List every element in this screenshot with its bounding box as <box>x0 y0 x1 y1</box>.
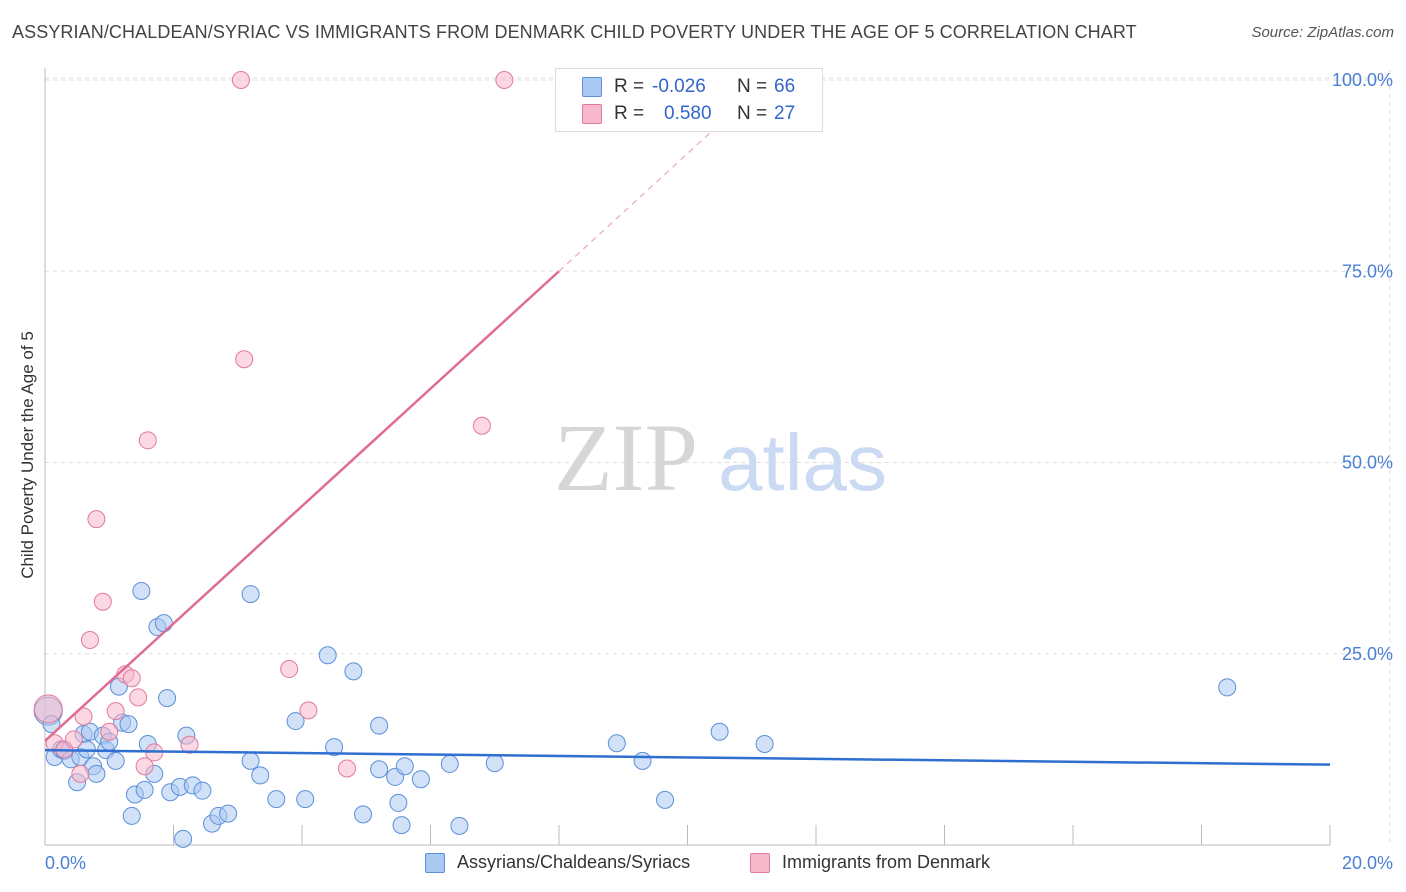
legend-r-label: R = <box>614 103 645 124</box>
point-assyrians <box>106 751 125 770</box>
legend-r-value: 0.580 <box>664 103 712 124</box>
point-assyrians <box>395 757 414 776</box>
y-axis-label: Child Poverty Under the Age of 5 <box>18 331 37 579</box>
legend-n-label: N = <box>737 76 768 97</box>
point-assyrians <box>267 790 286 809</box>
point-assyrians <box>710 722 729 741</box>
y-tick-label: 100.0% <box>1332 70 1393 90</box>
point-denmark <box>93 592 112 611</box>
point-assyrians <box>154 614 173 633</box>
point-assyrians <box>485 754 504 773</box>
point-assyrians <box>411 770 430 789</box>
point-assyrians <box>251 766 270 785</box>
legend-n-label: N = <box>737 103 768 124</box>
point-denmark <box>71 764 90 783</box>
point-denmark <box>138 431 157 450</box>
point-denmark <box>74 707 93 726</box>
point-assyrians <box>219 804 238 823</box>
point-denmark <box>495 71 514 89</box>
tick-labels: 25.0% 50.0% 75.0% 100.0% 0.0% 20.0% <box>45 70 1393 873</box>
correlation-legend: R = -0.026 N = 66 R = 0.580 N = 27 <box>555 68 823 132</box>
point-assyrians <box>344 662 363 681</box>
point-denmark <box>80 630 99 649</box>
point-assyrians <box>656 790 675 809</box>
point-assyrians <box>158 689 177 708</box>
point-denmark <box>235 350 254 369</box>
series-denmark-points <box>33 71 514 783</box>
y-tick-label: 50.0% <box>1342 453 1393 473</box>
chart-title: ASSYRIAN/CHALDEAN/SYRIAC VS IMMIGRANTS F… <box>12 22 1137 42</box>
point-denmark <box>33 694 63 724</box>
point-assyrians <box>1218 678 1237 697</box>
point-assyrians <box>296 790 315 809</box>
point-assyrians <box>440 754 459 773</box>
legend-r-label: R = <box>614 76 645 97</box>
point-assyrians <box>119 715 138 734</box>
point-denmark <box>280 660 299 679</box>
point-denmark <box>64 730 83 749</box>
point-assyrians <box>325 738 344 757</box>
point-assyrians <box>633 751 652 770</box>
point-assyrians <box>392 816 411 835</box>
point-denmark <box>87 510 106 529</box>
point-assyrians <box>87 764 106 783</box>
chart-source: Source: ZipAtlas.com <box>1251 24 1394 41</box>
point-assyrians <box>286 712 305 731</box>
point-denmark <box>299 701 318 720</box>
watermark-atlas: atlas <box>718 418 887 507</box>
series-assyrians-points <box>33 582 1237 848</box>
point-assyrians <box>450 816 469 835</box>
y-tick-label: 75.0% <box>1342 261 1393 281</box>
y-tick-label: 25.0% <box>1342 644 1393 664</box>
point-denmark <box>106 702 125 721</box>
point-assyrians <box>132 582 151 601</box>
point-assyrians <box>318 646 337 665</box>
point-denmark <box>231 71 250 89</box>
legend-swatch-pink <box>582 104 602 124</box>
trend-line-assyrians <box>44 748 1331 766</box>
point-assyrians <box>607 734 626 753</box>
point-assyrians <box>174 829 193 848</box>
point-denmark <box>180 735 199 754</box>
watermark-zip: ZIP <box>554 404 698 511</box>
point-assyrians <box>389 793 408 812</box>
x-tick-label-max: 20.0% <box>1342 853 1393 873</box>
bottom-legend-label-pink: Immigrants from Denmark <box>782 852 991 872</box>
bottom-legend-swatch-blue <box>425 853 445 873</box>
point-assyrians <box>241 751 260 770</box>
point-assyrians <box>122 806 141 825</box>
point-denmark <box>129 688 148 707</box>
bottom-legend-label-blue: Assyrians/Chaldeans/Syriacs <box>457 852 691 872</box>
point-assyrians <box>370 760 389 779</box>
legend-n-value: 66 <box>774 76 796 97</box>
point-assyrians <box>193 781 212 800</box>
trend-line-denmark <box>44 270 560 742</box>
point-assyrians <box>241 585 260 604</box>
point-denmark <box>337 759 356 778</box>
point-assyrians <box>135 780 154 799</box>
point-denmark <box>122 669 141 688</box>
trend-line-denmark-extension <box>558 117 727 272</box>
point-assyrians <box>755 735 774 754</box>
point-denmark <box>472 416 491 435</box>
watermark: ZIP atlas <box>554 404 887 511</box>
trend-lines <box>44 117 1331 766</box>
legend-r-value: -0.026 <box>652 76 706 97</box>
point-assyrians <box>370 716 389 735</box>
point-denmark <box>135 757 154 776</box>
point-assyrians <box>354 805 373 824</box>
bottom-legend-swatch-pink <box>750 853 770 873</box>
legend-n-value: 27 <box>774 103 796 124</box>
x-tick-label-min: 0.0% <box>45 853 86 873</box>
point-denmark <box>100 722 119 741</box>
legend-swatch-blue <box>582 77 602 97</box>
grid-lines <box>45 70 1391 845</box>
